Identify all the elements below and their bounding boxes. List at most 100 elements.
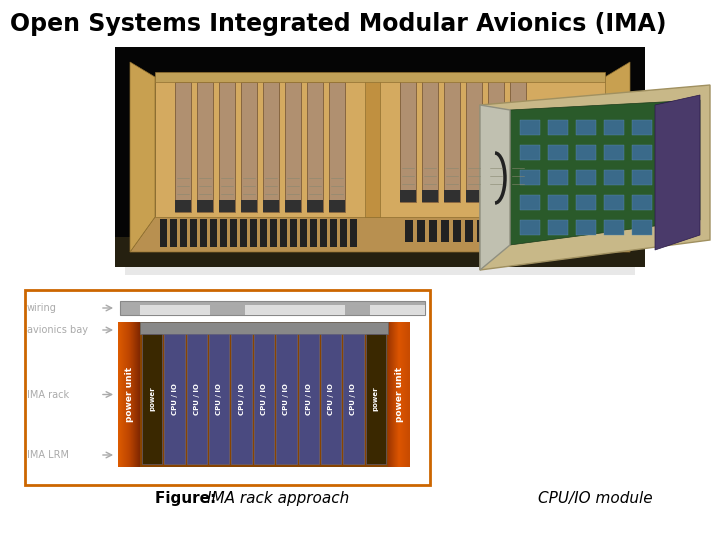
Bar (632, 220, 652, 235)
Bar (389, 322, 390, 467)
Polygon shape (480, 105, 510, 270)
Bar (417, 220, 425, 242)
Text: CPU / IO: CPU / IO (194, 383, 200, 415)
Text: CPU / IO: CPU / IO (306, 383, 312, 415)
Bar (115, 47, 645, 267)
Bar (127, 322, 128, 467)
Bar (254, 334, 274, 464)
Bar (576, 170, 596, 185)
Bar (299, 334, 319, 464)
Bar (175, 200, 191, 212)
Bar (132, 322, 133, 467)
Text: wiring: wiring (27, 303, 57, 313)
Bar (392, 322, 393, 467)
Bar (220, 219, 227, 247)
Bar (190, 219, 197, 247)
Bar (403, 322, 404, 467)
Polygon shape (480, 85, 710, 270)
Bar (340, 219, 347, 247)
Bar (402, 322, 403, 467)
Bar (155, 72, 605, 82)
Bar (263, 200, 279, 212)
Bar (604, 220, 624, 235)
Bar (129, 322, 130, 467)
Bar (604, 170, 624, 185)
Bar (488, 190, 504, 202)
Bar (422, 77, 438, 202)
Bar (548, 145, 568, 160)
Bar (604, 145, 624, 160)
Bar (548, 170, 568, 185)
Bar (230, 219, 237, 247)
Bar (396, 322, 397, 467)
Bar (231, 334, 252, 464)
Bar (128, 322, 129, 467)
Text: CPU / IO: CPU / IO (328, 383, 334, 415)
Bar (429, 220, 437, 242)
Bar (139, 322, 140, 467)
Bar (140, 305, 210, 315)
Bar (453, 220, 461, 242)
Bar (285, 200, 301, 212)
Bar (125, 267, 635, 275)
Text: avionics bay: avionics bay (27, 325, 88, 335)
Bar (122, 322, 123, 467)
Bar (407, 322, 408, 467)
Bar (140, 322, 388, 467)
Bar (126, 322, 127, 467)
Bar (632, 145, 652, 160)
Bar (548, 220, 568, 235)
Bar (520, 195, 540, 210)
Bar (404, 322, 405, 467)
Text: Figure:: Figure: (155, 490, 222, 505)
Bar (270, 219, 277, 247)
Bar (510, 77, 526, 202)
Polygon shape (605, 62, 630, 252)
Bar (576, 220, 596, 235)
Bar (219, 200, 235, 212)
Text: IMA LRM: IMA LRM (27, 450, 69, 460)
Bar (520, 145, 540, 160)
Bar (399, 322, 400, 467)
Bar (365, 77, 380, 217)
Text: IMA rack approach: IMA rack approach (207, 490, 349, 505)
Bar (140, 322, 388, 334)
Bar (307, 200, 323, 212)
Bar (124, 322, 125, 467)
Bar (388, 322, 389, 467)
Bar (576, 195, 596, 210)
Bar (660, 170, 680, 185)
Bar (520, 120, 540, 135)
Text: CPU / IO: CPU / IO (238, 383, 245, 415)
Bar (120, 301, 425, 315)
Polygon shape (510, 100, 700, 245)
Bar (130, 322, 131, 467)
Bar (370, 305, 425, 315)
Bar (121, 322, 122, 467)
Bar (320, 219, 327, 247)
Bar (604, 120, 624, 135)
Bar (118, 322, 119, 467)
Bar (300, 219, 307, 247)
Bar (660, 220, 680, 235)
Bar (400, 190, 416, 202)
Bar (307, 82, 323, 212)
Bar (137, 322, 138, 467)
Bar (310, 219, 317, 247)
Bar (180, 219, 187, 247)
Text: CPU/IO module: CPU/IO module (538, 490, 652, 505)
Bar (197, 200, 213, 212)
Bar (350, 219, 357, 247)
Bar (489, 220, 497, 242)
Bar (488, 77, 504, 202)
Bar (576, 145, 596, 160)
Bar (219, 82, 235, 212)
Bar (391, 322, 392, 467)
Bar (660, 120, 680, 135)
Bar (632, 170, 652, 185)
Bar (397, 322, 398, 467)
Text: power: power (373, 387, 379, 411)
Bar (125, 322, 126, 467)
Bar (408, 322, 409, 467)
Bar (263, 82, 279, 212)
